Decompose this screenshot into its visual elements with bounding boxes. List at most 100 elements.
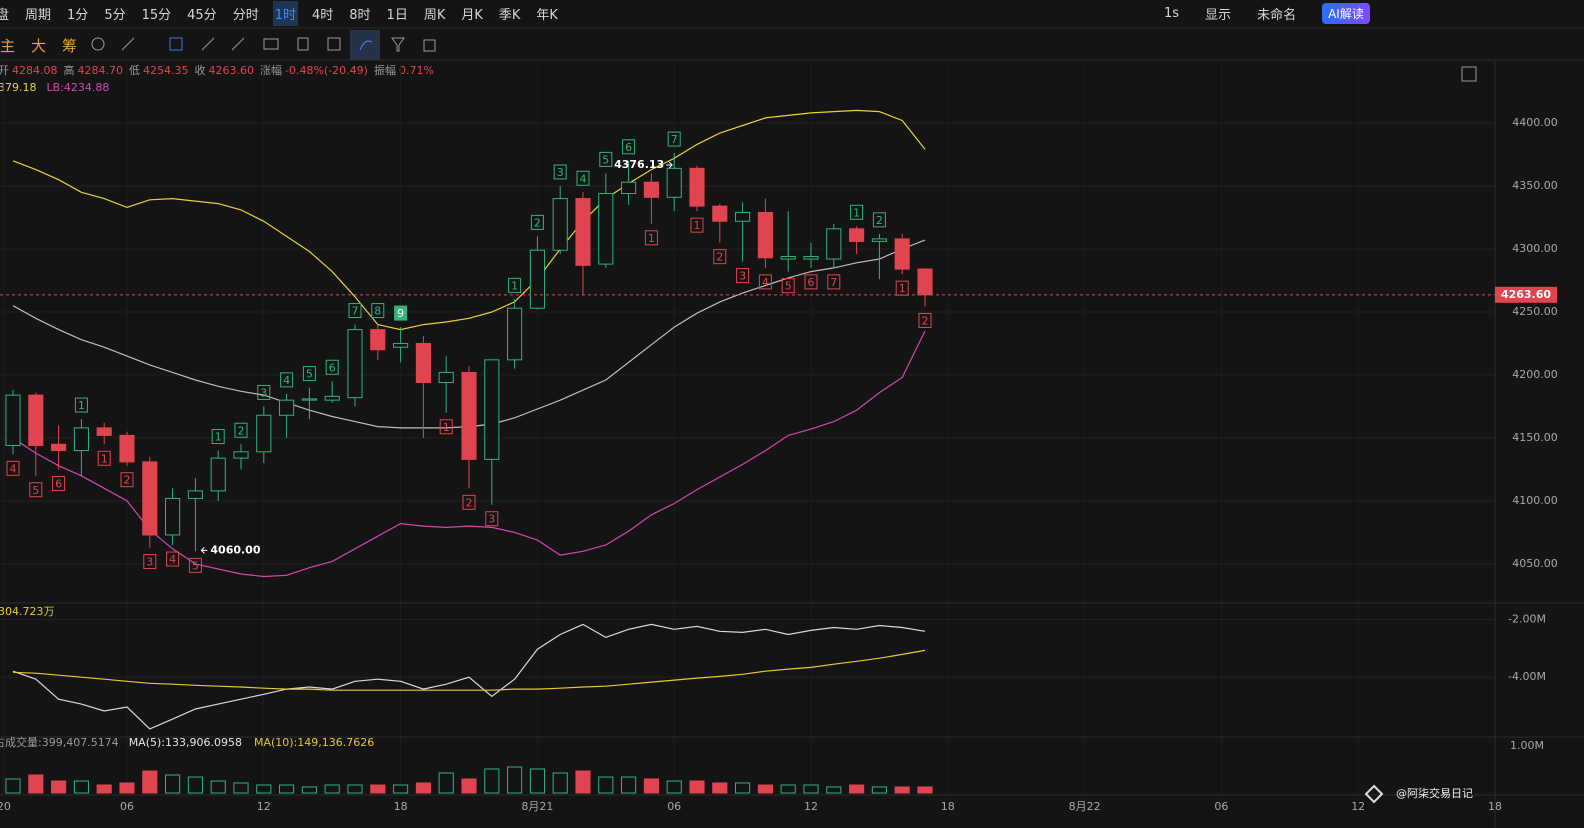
tool-button[interactable]: 大 — [31, 36, 47, 55]
td-number: 2 — [237, 424, 244, 437]
period-button[interactable]: 周K — [423, 7, 446, 23]
td-number: 3 — [260, 386, 267, 399]
candle-body — [96, 427, 112, 436]
period-button[interactable]: 年K — [536, 7, 558, 23]
right-toolbar: 1s 显示 未命名 AI解读 — [1164, 0, 1370, 26]
td-number: 1 — [101, 452, 108, 465]
td-number: 7 — [671, 133, 678, 146]
candle-body — [73, 427, 89, 452]
candle-body — [279, 399, 295, 416]
candle-body — [621, 181, 637, 195]
td-label: 2 — [918, 312, 932, 328]
period-button[interactable]: 45分 — [187, 7, 217, 23]
tool-button[interactable]: 主 — [0, 36, 16, 55]
lb-label: LB:4234.88 — [47, 81, 110, 94]
volume-bar — [712, 782, 728, 794]
y-tick-label: 4100.00 — [1512, 494, 1558, 507]
volume-bar — [233, 782, 249, 794]
candle-body — [119, 434, 135, 463]
period-button[interactable]: 15分 — [141, 7, 172, 23]
period-button[interactable]: 分时 — [232, 7, 259, 23]
period-button[interactable]: 1日 — [386, 7, 408, 23]
candle-body — [803, 256, 819, 260]
period-button[interactable]: 周期 — [25, 7, 52, 23]
candle-body — [871, 238, 887, 242]
candle-body — [735, 211, 751, 222]
x-tick-label: 12 — [257, 800, 271, 813]
period-button[interactable]: 4时 — [311, 7, 334, 23]
candle-body — [187, 490, 203, 499]
td-label: 4 — [576, 170, 590, 186]
period-button[interactable]: 季K — [498, 7, 521, 23]
candle-body — [894, 238, 910, 270]
td-box — [827, 274, 841, 290]
td-number: 4 — [762, 276, 769, 289]
y-tick-label: 4200.00 — [1512, 368, 1558, 381]
volume-bar — [279, 784, 295, 794]
candle-body — [370, 329, 386, 351]
td-box — [74, 397, 88, 413]
info-label: 低 — [129, 64, 140, 77]
info-value: 4284.70 — [78, 64, 124, 77]
td-label: 3 — [553, 164, 567, 180]
td-box — [462, 494, 476, 510]
candle-body — [142, 461, 158, 536]
td-box — [97, 450, 111, 466]
indicator-line — [12, 623, 926, 730]
toolbar-button[interactable]: AI解读 — [1322, 2, 1370, 24]
candle-body — [689, 167, 705, 207]
td-label: 6 — [622, 139, 636, 155]
tool-icons — [91, 37, 1477, 82]
td-number: 5 — [785, 280, 792, 293]
toolbar-button[interactable]: 显示 — [1205, 7, 1232, 23]
volume-bar — [643, 778, 659, 794]
indicator-label: 304.723万 — [0, 605, 55, 618]
period-button[interactable]: 8时 — [349, 7, 371, 23]
td-label: 2 — [872, 212, 886, 228]
td-number: 6 — [55, 477, 62, 490]
y-tick-label: 4400.00 — [1512, 116, 1558, 129]
td-number: 1 — [648, 232, 655, 245]
td-number: 4 — [579, 172, 586, 185]
candle-body — [347, 329, 363, 399]
volume-bar — [370, 784, 386, 794]
td-label: 4 — [280, 372, 294, 388]
period-button[interactable]: 盘 — [0, 7, 10, 23]
td-box — [234, 422, 248, 438]
td-box — [52, 475, 66, 491]
period-button[interactable]: 1分 — [67, 7, 89, 23]
candle-body — [415, 342, 431, 384]
td-box — [485, 511, 499, 527]
info-label: 收 — [195, 63, 206, 77]
low-label: 4060.00 — [210, 543, 260, 556]
period-button[interactable]: 月K — [461, 7, 483, 23]
td-box — [29, 482, 43, 498]
info-value: -0.48%(-20.49) — [285, 64, 368, 77]
volume-bar — [849, 784, 865, 794]
candle-body — [507, 307, 523, 361]
period-button[interactable]: 5分 — [104, 7, 126, 23]
volume-bar — [301, 786, 317, 794]
td-number: 1 — [443, 421, 450, 434]
td-number: 5 — [306, 368, 313, 381]
td-number: 3 — [488, 513, 495, 526]
toolbar-button[interactable]: 1s — [1164, 5, 1180, 21]
period-button[interactable]: 1时 — [272, 0, 298, 26]
td-box — [918, 312, 932, 328]
td-number: 8 — [374, 305, 381, 318]
y-tick-label: 4300.00 — [1512, 242, 1558, 255]
x-tick-label: 06 — [1214, 800, 1228, 813]
td-label: 1 — [850, 204, 864, 220]
td-label: 9 — [394, 305, 408, 321]
td-label: 8 — [371, 303, 385, 319]
td-box — [622, 139, 636, 155]
volume-bar — [51, 780, 67, 794]
volume-bar — [552, 772, 568, 794]
toolbar-button[interactable]: 未命名 — [1257, 7, 1297, 23]
td-label: 1 — [74, 397, 88, 413]
tool-button[interactable]: 筹 — [62, 36, 78, 55]
td-label: 1 — [690, 217, 704, 233]
band-line — [12, 109, 926, 331]
td-label: 1 — [644, 230, 658, 246]
td-box — [644, 230, 658, 246]
